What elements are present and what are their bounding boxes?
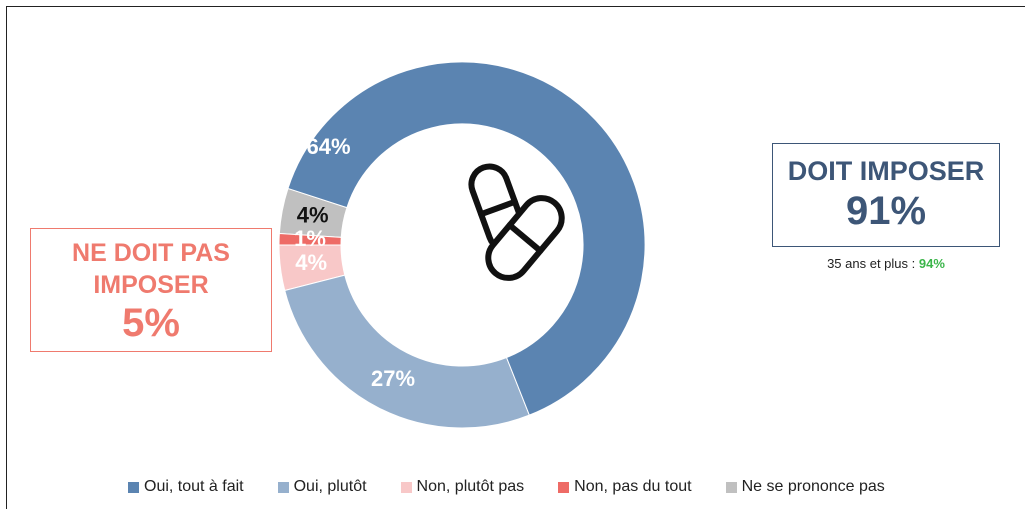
note-text: 35 ans et plus :: [827, 256, 916, 271]
box-title: DOIT IMPOSER: [787, 156, 985, 186]
data-label: 4%: [297, 202, 329, 227]
data-label: 27%: [371, 366, 415, 391]
legend-swatch: [558, 481, 570, 493]
legend-label: Ne se prononce pas: [741, 478, 885, 495]
legend-swatch: [128, 481, 139, 493]
legend-item: Oui, plutôt: [277, 478, 367, 496]
legend-item: Ne se prononce pas: [725, 478, 885, 496]
legend-swatch: [725, 481, 737, 493]
legend-swatch: [277, 481, 289, 493]
note-value: 94%: [918, 256, 945, 271]
slice: [287, 61, 646, 416]
frame: [6, 6, 1025, 509]
positive-box: DOIT IMPOSER 91%: [772, 143, 1000, 247]
slice: [284, 274, 531, 429]
legend-item: Non, plutôt pas: [400, 478, 525, 496]
slice: [278, 232, 342, 246]
legend-label: Non, pas du tout: [574, 478, 692, 495]
data-label: 1%: [294, 226, 326, 251]
box-value: 5%: [122, 301, 180, 345]
negative-box: NE DOIT PAS IMPOSER 5%: [30, 228, 272, 352]
box-title: NE DOIT PAS IMPOSER: [72, 239, 230, 299]
box-value: 91%: [845, 189, 927, 233]
legend-item: Oui, tout à fait: [128, 478, 244, 496]
legend-label: Oui, tout à fait: [144, 478, 244, 495]
data-label: 64%: [306, 134, 350, 159]
legend: Oui, tout à fait Oui, plutôt Non, plutôt p…: [128, 478, 885, 496]
legend-swatch: [400, 481, 412, 493]
legend-item: Non, pas du tout: [558, 478, 692, 496]
legend-label: Oui, plutôt: [293, 478, 367, 495]
pill-icon: [468, 163, 565, 281]
legend-label: Non, plutôt pas: [416, 478, 525, 495]
note: 35 ans et plus : 94%: [772, 256, 1000, 271]
data-label: 4%: [295, 250, 327, 275]
